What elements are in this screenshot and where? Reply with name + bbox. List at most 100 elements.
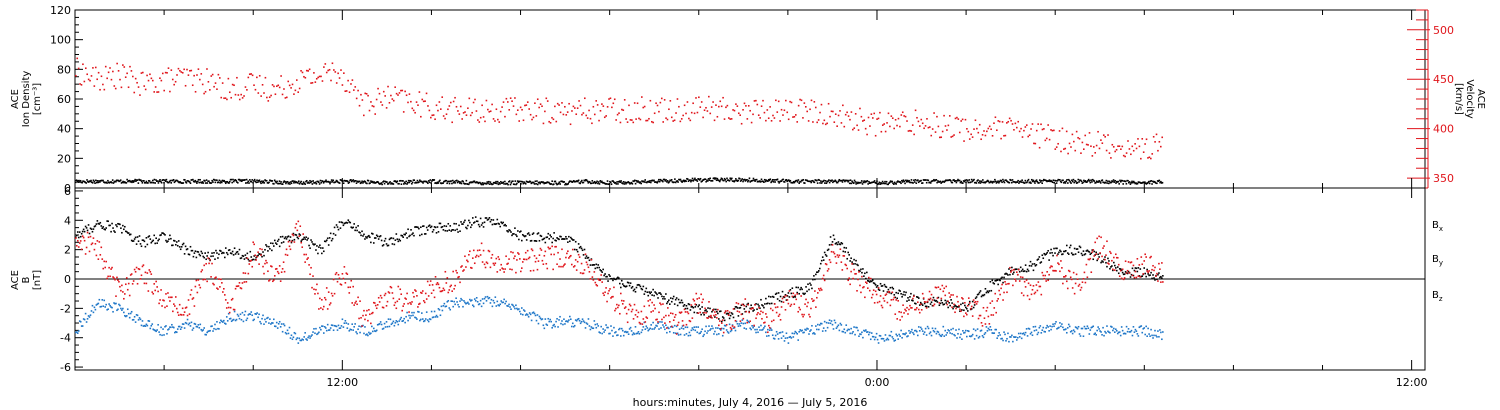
velocity-point <box>883 123 885 125</box>
bz-point <box>528 256 531 259</box>
by-point <box>574 319 577 321</box>
density-point <box>599 180 602 182</box>
density-point <box>586 180 589 183</box>
density-point <box>678 179 681 181</box>
density-point <box>1041 182 1043 185</box>
bx-point <box>619 286 622 289</box>
density-point <box>422 182 424 184</box>
by-point <box>791 332 794 335</box>
by-point <box>92 311 95 314</box>
by-point <box>676 332 679 335</box>
density-point <box>1051 181 1054 184</box>
bz-point <box>257 251 259 254</box>
bx-point <box>964 304 966 307</box>
by-point <box>599 332 602 334</box>
bx-point <box>213 251 215 254</box>
density-point <box>792 180 795 183</box>
bz-point <box>299 225 302 228</box>
bz-point <box>154 289 156 292</box>
velocity-point <box>113 85 116 87</box>
density-point <box>740 179 743 182</box>
by-point <box>905 332 907 334</box>
density-point <box>198 181 201 184</box>
by-point <box>418 311 420 313</box>
bx-point <box>875 286 878 288</box>
density-point <box>468 181 471 184</box>
bx-point <box>873 282 876 285</box>
bx-point <box>939 302 942 305</box>
by-point <box>136 314 139 317</box>
velocity-point <box>890 115 893 117</box>
velocity-point <box>795 114 797 116</box>
bx-point <box>965 306 967 309</box>
by-point <box>427 320 430 323</box>
bz-point <box>138 268 141 271</box>
by-point <box>329 327 332 329</box>
by-point <box>611 329 613 332</box>
velocity-point <box>765 119 767 122</box>
bx-point <box>1005 272 1007 275</box>
density-point <box>456 181 459 184</box>
density-point <box>898 181 901 183</box>
velocity-point <box>104 65 107 68</box>
bx-point <box>903 291 905 293</box>
bx-point <box>506 230 508 232</box>
density-point <box>403 181 406 184</box>
bz-point <box>420 291 422 294</box>
velocity-point <box>277 84 280 87</box>
density-point <box>1113 181 1116 183</box>
bx-point <box>652 288 654 291</box>
by-point <box>448 307 451 309</box>
by-point <box>340 325 343 327</box>
bx-point <box>492 219 495 221</box>
bz-point <box>424 292 427 295</box>
bx-point <box>696 312 699 314</box>
density-point <box>526 181 529 183</box>
bx-point <box>765 297 767 300</box>
density-point <box>926 179 929 181</box>
by-point <box>439 314 442 317</box>
velocity-point <box>668 108 670 111</box>
velocity-tick-label: 500 <box>1433 24 1454 37</box>
by-point <box>1087 327 1090 330</box>
by-point <box>1003 331 1005 333</box>
by-point <box>192 327 195 330</box>
bx-point <box>441 225 444 228</box>
bx-point <box>623 285 626 288</box>
density-point <box>238 178 241 181</box>
density-point <box>294 181 297 184</box>
bx-point <box>214 258 216 261</box>
bz-point <box>307 257 309 259</box>
bx-point <box>177 240 180 242</box>
bx-point <box>254 258 256 261</box>
by-point <box>708 325 710 327</box>
velocity-point <box>1154 141 1156 143</box>
bz-point <box>484 266 487 269</box>
bx-point <box>346 222 349 224</box>
bz-point <box>495 257 498 260</box>
bx-point <box>446 230 449 232</box>
bx-point <box>711 310 713 313</box>
velocity-point <box>388 101 391 104</box>
bx-point <box>720 320 723 323</box>
density-point <box>216 179 218 182</box>
density-point <box>979 182 982 184</box>
by-point <box>207 330 209 333</box>
velocity-point <box>621 108 623 111</box>
density-point <box>871 181 873 184</box>
velocity-point <box>906 120 908 122</box>
density-point <box>754 180 756 182</box>
velocity-point <box>283 88 285 90</box>
velocity-point <box>911 124 914 126</box>
bx-point <box>731 313 734 315</box>
by-point <box>268 322 270 324</box>
bx-point <box>440 226 443 229</box>
bz-point <box>511 268 513 271</box>
density-point <box>1023 182 1026 184</box>
velocity-point <box>712 101 714 103</box>
velocity-point <box>435 104 438 107</box>
density-point <box>966 180 969 182</box>
velocity-point <box>933 112 935 114</box>
bz-point <box>468 253 470 256</box>
density-point <box>779 180 782 182</box>
